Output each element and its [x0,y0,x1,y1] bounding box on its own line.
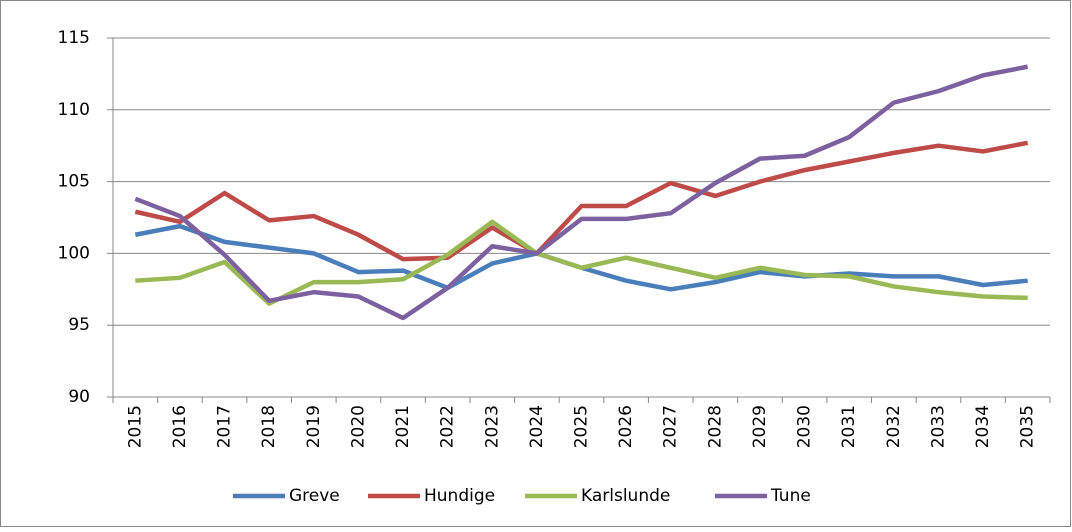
x-tick-label: 2033 [928,405,948,448]
x-tick-label: 2032 [884,405,904,448]
legend-label: Greve [289,486,340,506]
x-tick-label: 2034 [973,405,993,448]
y-tick-label: 105 [58,172,90,192]
x-tick-label: 2015 [125,405,145,448]
x-tick-label: 2017 [215,405,235,448]
x-tick-label: 2035 [1018,405,1038,448]
y-tick-label: 115 [58,28,90,48]
x-tick-label: 2025 [572,405,592,448]
legend-label: Karlslunde [581,486,670,506]
series-line [134,64,1029,321]
x-tick-label: 2031 [839,405,859,448]
x-tick-label: 2029 [750,405,770,448]
x-tick-label: 2028 [705,405,725,448]
legend-label: Tune [770,486,811,506]
x-tick-label: 2030 [795,405,815,448]
x-tick-label: 2016 [170,405,190,448]
x-tick-label: 2027 [661,405,681,448]
x-tick-label: 2024 [527,405,547,448]
x-tick-label: 2023 [482,405,502,448]
series-line [134,140,1029,262]
x-tick-label: 2020 [348,405,368,448]
y-tick-label: 100 [58,243,90,263]
legend-label: Hundige [424,486,495,506]
x-tick-label: 2021 [393,405,413,448]
x-tick-label: 2026 [616,405,636,448]
x-tick-label: 2018 [259,405,279,448]
y-tick-label: 110 [58,100,90,120]
x-tick-label: 2022 [438,405,458,448]
y-tick-label: 95 [68,315,90,335]
y-tick-label: 90 [68,387,90,407]
x-tick-label: 2019 [304,405,324,448]
